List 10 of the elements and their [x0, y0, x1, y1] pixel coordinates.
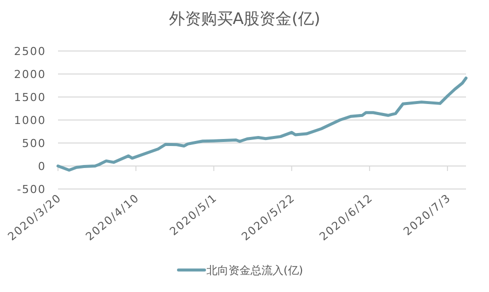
y-tick-label: 0: [38, 160, 46, 173]
y-tick-label: 2500: [14, 45, 46, 58]
y-tick-label: 1500: [14, 91, 46, 104]
chart-title: 外资购买A股资金(亿): [168, 9, 320, 28]
y-tick-label: 2000: [14, 68, 46, 81]
y-tick-label: -500: [17, 183, 46, 196]
y-tick-label: 1000: [14, 114, 46, 127]
line-series: [56, 76, 468, 172]
legend-label: 北向资金总流入(亿): [206, 264, 304, 277]
y-tick-label: 500: [22, 137, 46, 150]
